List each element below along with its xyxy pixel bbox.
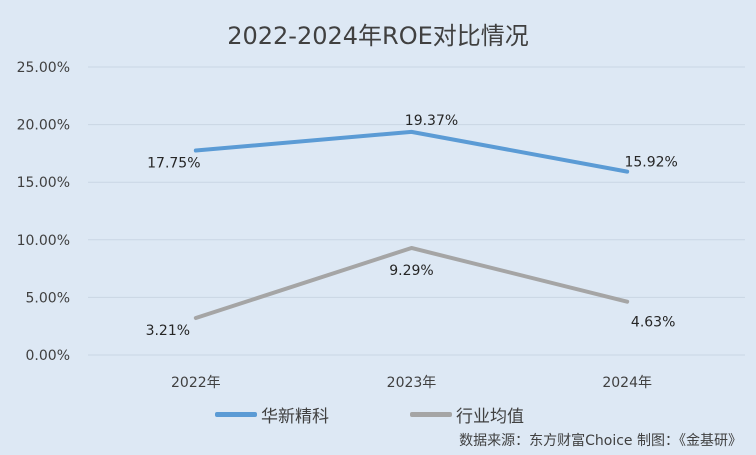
y-tick-label: 25.00%: [17, 60, 70, 76]
y-tick-label: 20.00%: [17, 118, 70, 134]
data-label: 17.75%: [147, 156, 200, 172]
series-line-1: [193, 245, 630, 321]
legend-swatch: [215, 412, 257, 417]
data-label: 3.21%: [146, 323, 190, 339]
data-label: 15.92%: [624, 155, 677, 171]
y-tick-label: 15.00%: [17, 175, 70, 191]
legend-label: 华新精科: [261, 407, 329, 427]
legend-item-0: 华新精科: [215, 402, 329, 427]
legend-swatch: [410, 412, 452, 417]
x-tick-label: 2024年: [602, 375, 652, 391]
y-tick-label: 10.00%: [17, 233, 70, 249]
source-note: 数据来源：东方财富Choice 制图：《金基研》: [459, 433, 742, 449]
y-tick-label: 0.00%: [26, 348, 70, 364]
data-label: 4.63%: [631, 315, 675, 331]
data-label: 19.37%: [405, 113, 458, 129]
chart-title: 2022-2024年ROE对比情况: [227, 22, 529, 50]
legend-label: 行业均值: [456, 407, 524, 427]
x-tick-label: 2023年: [387, 375, 437, 391]
data-label: 9.29%: [389, 263, 433, 279]
y-tick-label: 5.00%: [26, 290, 70, 306]
x-tick-label: 2022年: [171, 375, 221, 391]
series-line-0: [193, 129, 630, 174]
legend-item-1: 行业均值: [410, 402, 524, 427]
